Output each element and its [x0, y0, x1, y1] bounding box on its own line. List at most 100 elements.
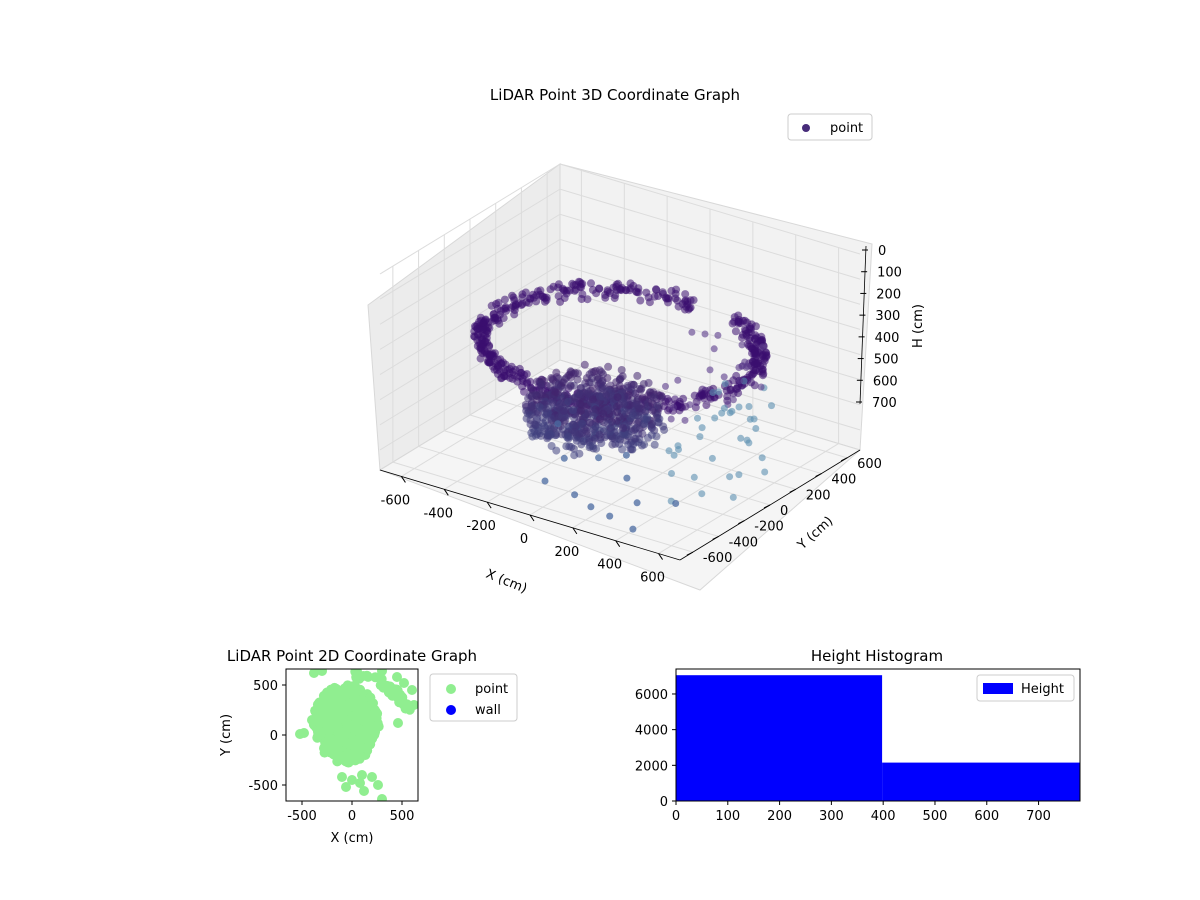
- x-tick-label-hist: 400: [871, 809, 896, 824]
- z-tick-label-3d: 200: [876, 287, 901, 302]
- point-3d: [715, 388, 722, 396]
- histogram-bar: [676, 675, 883, 801]
- point-3d: [613, 407, 622, 416]
- point-2d: [316, 717, 327, 728]
- point-3d: [554, 420, 562, 428]
- point-3d: [604, 419, 613, 428]
- point-3d: [650, 440, 659, 449]
- legend-marker-wall-2d: [446, 705, 456, 715]
- point-3d: [500, 295, 509, 304]
- point-2d: [362, 710, 373, 721]
- y-tick-3d: [815, 473, 822, 478]
- point-2d: [370, 727, 380, 738]
- point-2d: [377, 669, 387, 676]
- point-3d: [524, 298, 533, 307]
- chart-title-hist: Height Histogram: [811, 647, 943, 665]
- point-3d: [686, 401, 694, 409]
- y-tick-label-3d: 0: [780, 504, 788, 519]
- point-3d: [583, 295, 592, 304]
- point-3d: [613, 393, 622, 402]
- point-3d: [762, 352, 771, 361]
- point-3d: [580, 360, 589, 369]
- y-axis-title-2d: Y (cm): [219, 714, 234, 757]
- point-3d: [493, 314, 502, 323]
- z-tick-label-3d: 300: [875, 309, 900, 324]
- z-axis-title-3d: H (cm): [911, 304, 926, 348]
- x-tick-3d: [401, 476, 406, 483]
- point-3d: [701, 386, 710, 395]
- point-3d: [665, 447, 673, 455]
- point-3d: [701, 330, 709, 338]
- point-3d: [496, 355, 505, 364]
- point-3d: [586, 378, 595, 387]
- point-3d: [522, 414, 531, 423]
- point-3d: [509, 293, 518, 302]
- x-tick-3d: [486, 501, 492, 509]
- point-3d: [659, 422, 668, 431]
- point-3d: [702, 401, 711, 410]
- point-3d: [638, 429, 647, 438]
- point-3d: [625, 286, 634, 295]
- point-2d: [366, 700, 377, 711]
- point-3d: [745, 370, 754, 379]
- point-3d: [569, 444, 578, 453]
- grid-line-y: [444, 430, 745, 522]
- point-3d: [720, 404, 728, 412]
- point-3d: [758, 454, 766, 462]
- x-tick-label-3d: 600: [640, 571, 665, 586]
- point-3d: [615, 382, 624, 390]
- point-3d: [735, 471, 743, 479]
- point-3d: [574, 389, 583, 398]
- point-2d: [309, 669, 319, 678]
- point-2d: [343, 720, 354, 730]
- point-3d: [623, 474, 631, 482]
- point-3d: [690, 391, 699, 400]
- point-3d: [750, 349, 759, 358]
- point-3d: [561, 416, 570, 425]
- point-3d: [528, 432, 537, 441]
- point-3d: [552, 446, 561, 455]
- point-3d: [564, 397, 573, 406]
- point-3d: [566, 373, 575, 382]
- legend-marker-point-2d: [446, 684, 456, 694]
- point-3d: [698, 424, 706, 432]
- x-tick-label-hist: 500: [923, 809, 948, 824]
- point-3d: [518, 374, 527, 383]
- point-3d: [673, 296, 682, 305]
- point-3d: [508, 374, 517, 383]
- point-3d: [470, 332, 479, 341]
- point-3d: [674, 302, 683, 311]
- point-3d: [537, 382, 546, 391]
- point-3d: [595, 454, 603, 462]
- point-3d: [669, 403, 677, 411]
- point-3d: [757, 383, 765, 391]
- point-3d: [751, 359, 760, 368]
- point-3d: [473, 324, 482, 333]
- point-3d: [577, 280, 585, 289]
- point-3d: [731, 327, 740, 336]
- point-2d: [332, 756, 343, 767]
- point-3d: [621, 410, 630, 419]
- grid-line-z: [379, 339, 861, 451]
- x-tick-label-2d: -500: [287, 809, 317, 824]
- point-3d: [502, 372, 511, 381]
- x-tick-3d: [615, 540, 621, 547]
- point-3d: [668, 470, 675, 477]
- point-3d: [758, 371, 767, 380]
- point-3d: [736, 319, 745, 327]
- x-tick-3d: [572, 527, 578, 535]
- point-3d: [619, 424, 628, 433]
- point-2d: [367, 772, 377, 782]
- y-tick-3d: [840, 457, 848, 462]
- point-3d: [532, 291, 541, 300]
- point-3d: [552, 373, 561, 382]
- point-3d: [573, 375, 582, 384]
- point-3d: [710, 345, 718, 353]
- point-3d: [558, 284, 567, 293]
- point-3d: [626, 445, 635, 454]
- point-3d: [670, 451, 678, 459]
- height-histogram: Height Histogram 0 100 200 300 400 500 600 700 …: [635, 647, 1081, 824]
- point-3d: [751, 366, 760, 375]
- point-3d: [729, 493, 737, 501]
- point-3d: [640, 399, 649, 408]
